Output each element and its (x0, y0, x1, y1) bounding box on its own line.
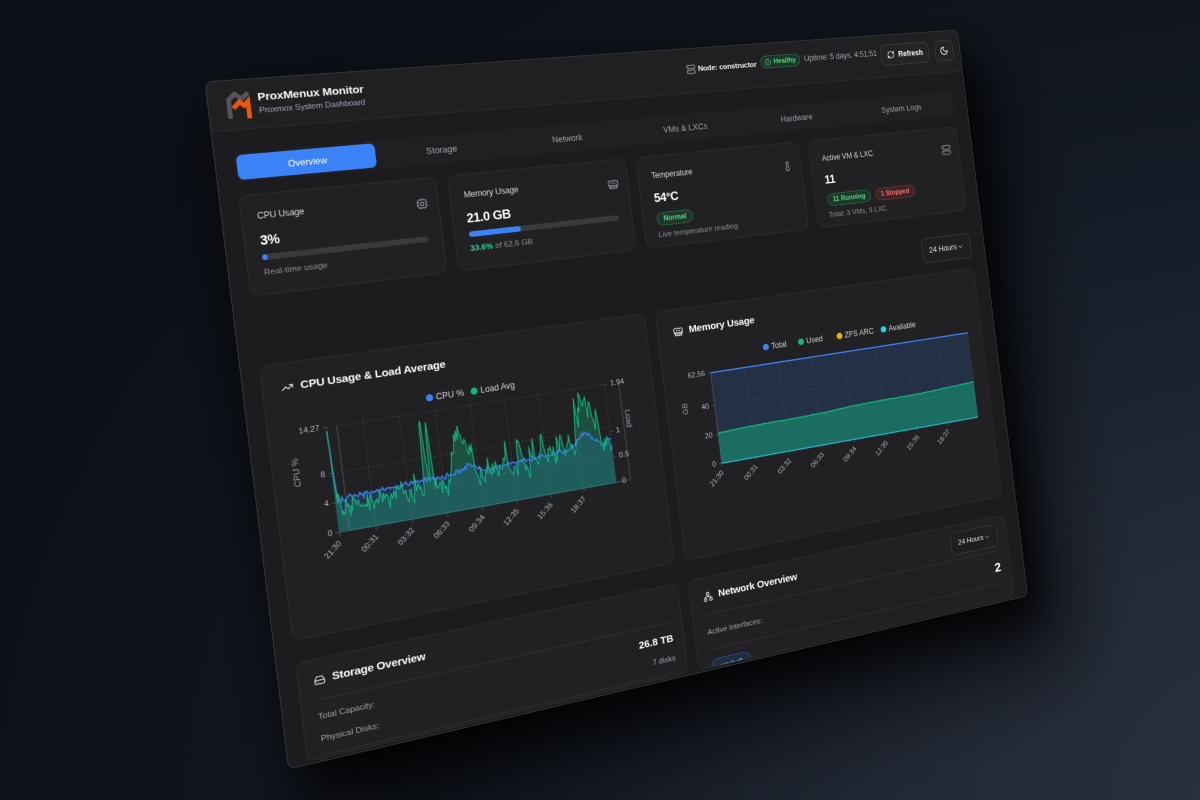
svg-text:0.5: 0.5 (618, 449, 629, 459)
svg-text:12:35: 12:35 (874, 439, 890, 458)
svg-text:09:34: 09:34 (842, 444, 858, 463)
svg-text:0: 0 (712, 459, 717, 468)
svg-text:03:32: 03:32 (396, 526, 417, 547)
svg-text:Load Avg: Load Avg (480, 380, 516, 395)
svg-text:1.94: 1.94 (610, 377, 625, 388)
svg-text:21:30: 21:30 (708, 469, 726, 489)
svg-text:Total: Total (771, 339, 787, 350)
svg-text:00:31: 00:31 (359, 532, 380, 554)
svg-text:ZFS ARC: ZFS ARC (844, 326, 874, 339)
svg-text:20: 20 (704, 430, 713, 440)
svg-text:18:37: 18:37 (569, 494, 588, 514)
svg-text:14.27: 14.27 (298, 423, 320, 435)
svg-text:15:36: 15:36 (905, 433, 921, 452)
svg-text:21:30: 21:30 (322, 539, 343, 561)
svg-text:40: 40 (701, 402, 710, 412)
svg-text:03:32: 03:32 (776, 456, 793, 475)
svg-text:Load: Load (623, 409, 634, 428)
svg-text:CPU %: CPU % (435, 387, 465, 401)
svg-text:0: 0 (327, 528, 333, 538)
svg-text:00:31: 00:31 (742, 462, 759, 481)
svg-text:CPU %: CPU % (289, 457, 303, 488)
svg-text:15:36: 15:36 (535, 500, 554, 521)
svg-text:8: 8 (320, 469, 326, 479)
svg-text:06:33: 06:33 (431, 519, 451, 540)
svg-text:0: 0 (622, 476, 627, 485)
svg-text:18:37: 18:37 (936, 427, 952, 445)
svg-text:4: 4 (323, 499, 329, 509)
svg-text:62.56: 62.56 (687, 369, 705, 380)
svg-text:Used: Used (806, 334, 824, 345)
svg-text:Available: Available (888, 320, 916, 333)
svg-text:1: 1 (615, 425, 620, 434)
svg-text:09:34: 09:34 (467, 513, 487, 534)
svg-text:12:35: 12:35 (501, 506, 521, 527)
svg-text:GB: GB (680, 403, 690, 416)
svg-text:06:33: 06:33 (809, 450, 826, 469)
